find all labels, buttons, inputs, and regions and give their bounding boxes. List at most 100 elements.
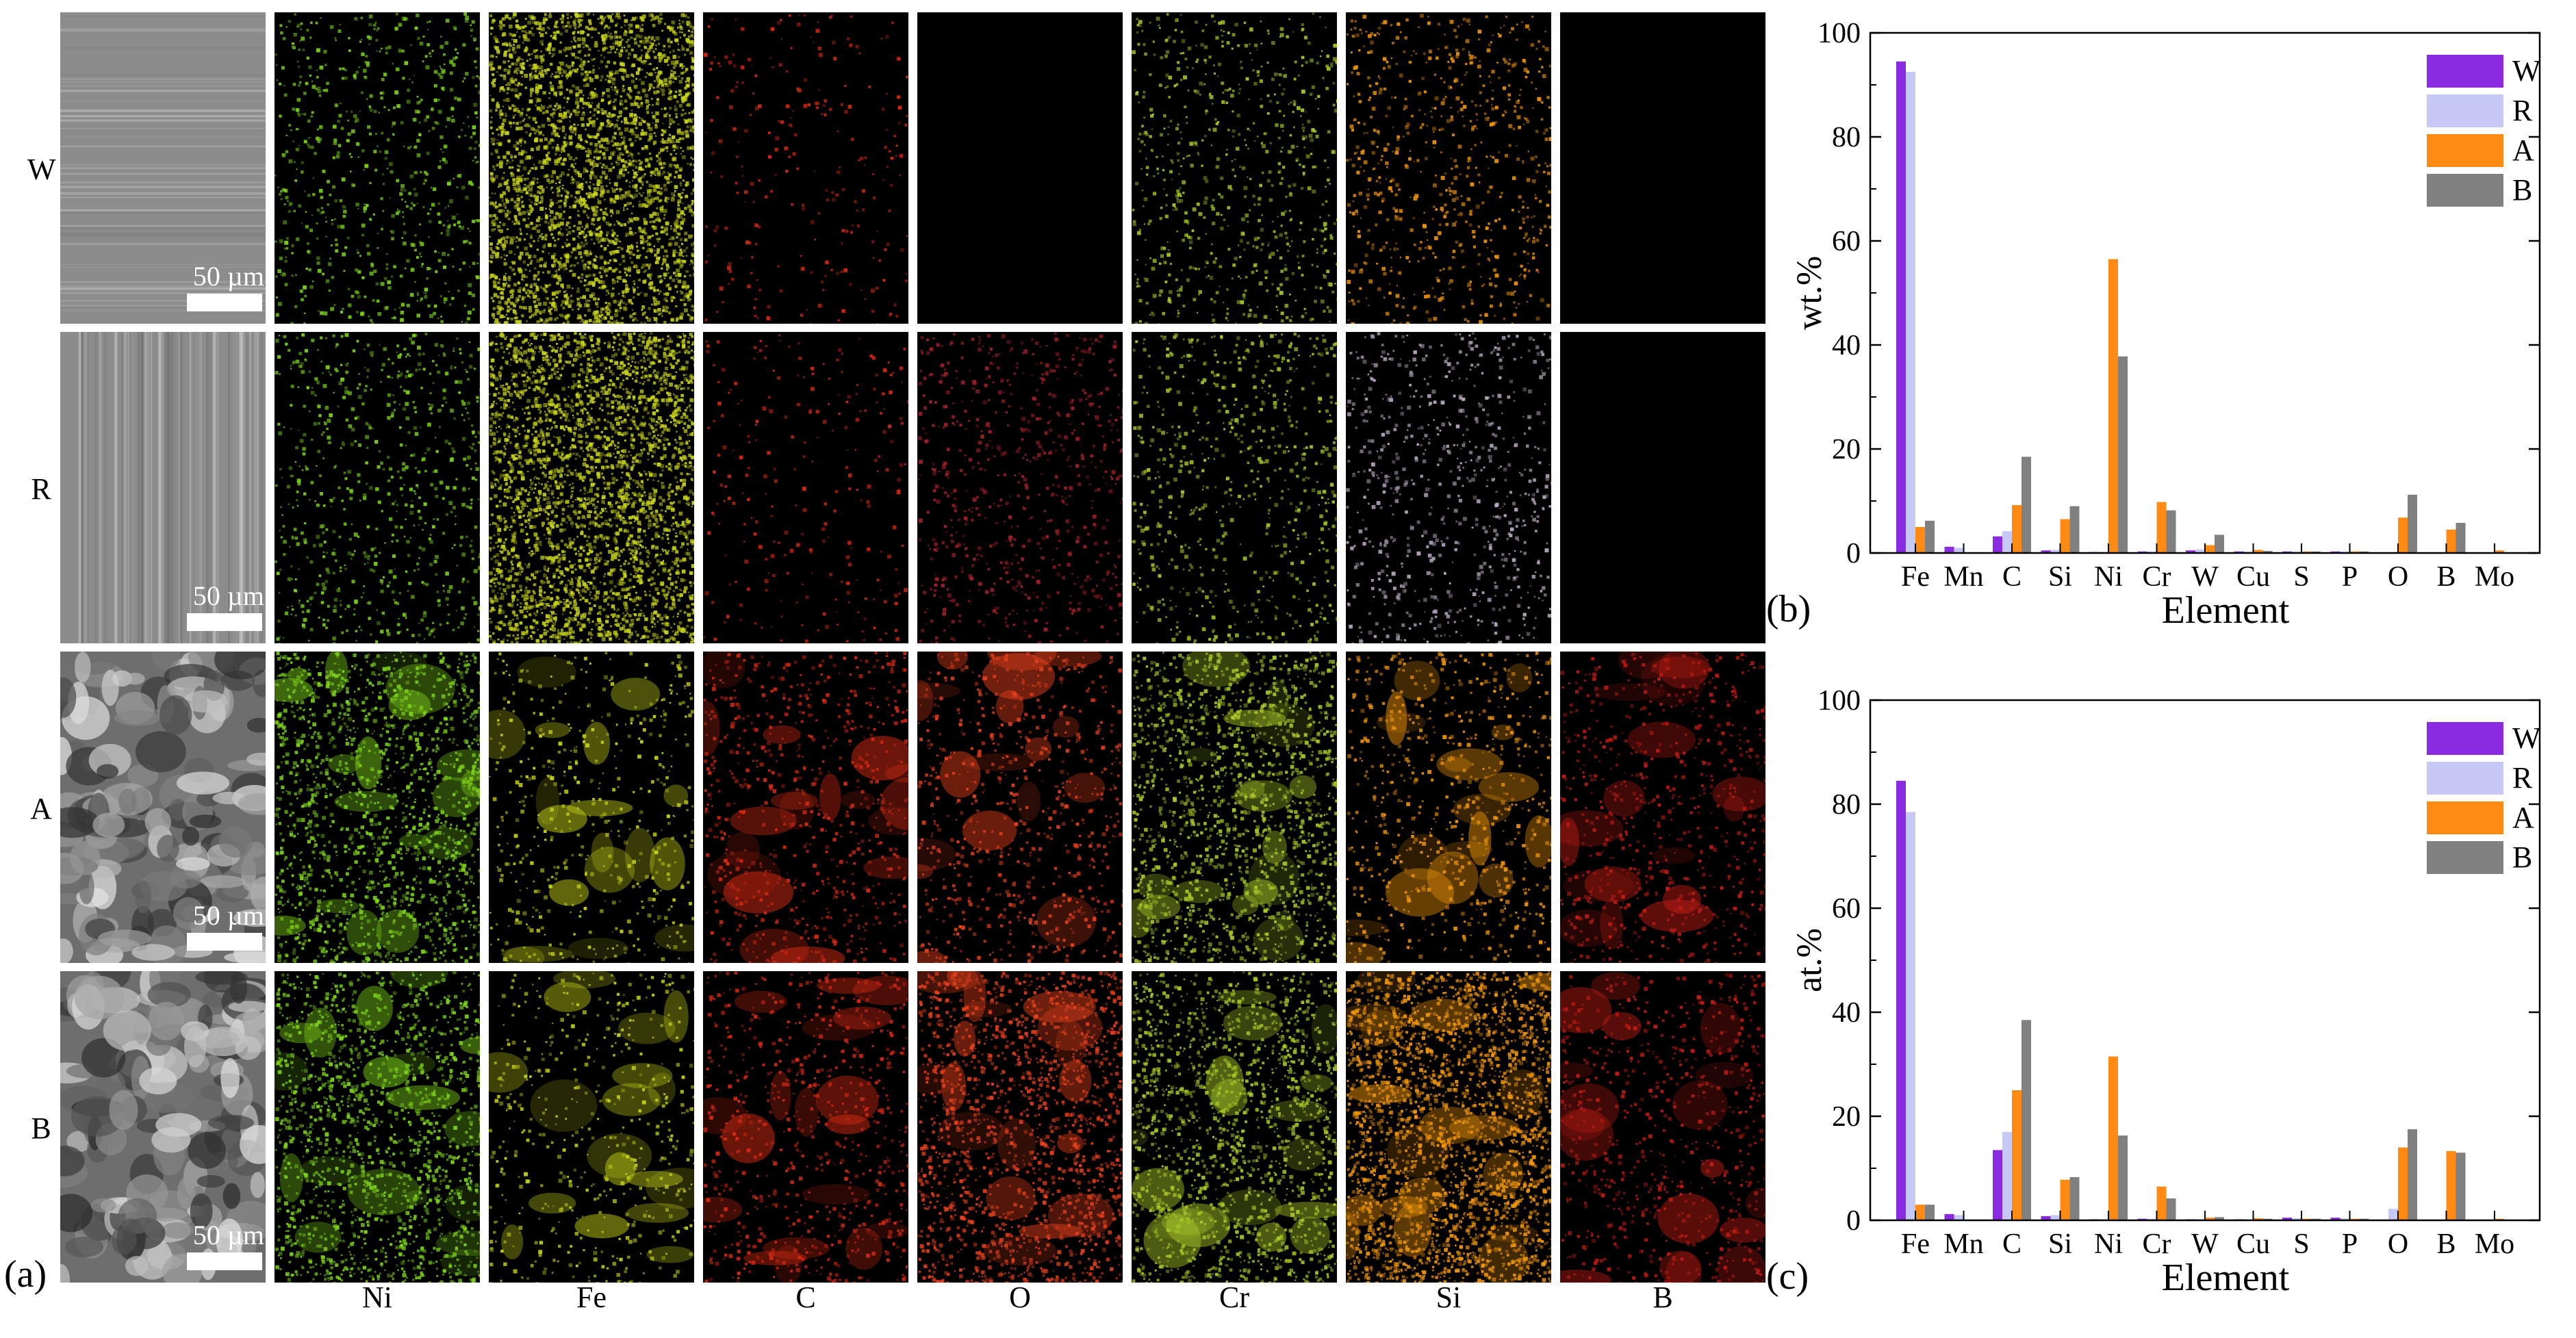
- x-tick-label-Ni: Ni: [2094, 1228, 2123, 1260]
- sem-image-A: 50 µm: [60, 652, 266, 963]
- eds-map-A-Ni: [275, 652, 480, 963]
- legend-swatch-R: [2427, 762, 2503, 795]
- bar-R-W: [2195, 549, 2205, 553]
- bar-B-Cr: [2166, 1198, 2176, 1220]
- x-axis-label: Element: [2162, 589, 2290, 632]
- bar-A-W: [2205, 545, 2215, 553]
- bar-A-Si: [2060, 1179, 2070, 1220]
- bar-A-B: [2446, 529, 2456, 553]
- column-label-Si: Si: [1346, 1280, 1551, 1315]
- eds-map-W-Cr: [1132, 12, 1337, 324]
- eds-map-R-B: [1560, 332, 1765, 643]
- x-tick-label-Cr: Cr: [2143, 561, 2171, 593]
- scale-bar-label: 50 µm: [193, 260, 264, 292]
- sem-image-B: 50 µm: [60, 971, 266, 1283]
- eds-map-R-Si: [1346, 332, 1551, 643]
- legend-swatch-W: [2427, 722, 2503, 755]
- x-tick-label-Cu: Cu: [2236, 561, 2270, 593]
- row-label-A: A: [27, 791, 55, 826]
- bar-R-P: [2340, 1218, 2350, 1220]
- scale-bar: [187, 933, 262, 951]
- bar-B-Ni: [2118, 356, 2128, 553]
- x-tick-label-Mn: Mn: [1943, 561, 1983, 593]
- column-label-Cr: Cr: [1132, 1280, 1337, 1315]
- bar-B-W: [2215, 1217, 2224, 1220]
- x-tick-label-B: B: [2436, 561, 2456, 593]
- bar-B-C: [2022, 1020, 2031, 1220]
- scale-bar-label: 50 µm: [193, 1219, 264, 1251]
- bar-R-Si: [2050, 550, 2061, 553]
- bar-B-B: [2456, 522, 2466, 553]
- bar-A-C: [2012, 505, 2022, 553]
- bar-W-C: [1993, 536, 2002, 553]
- bar-B-O: [2408, 494, 2417, 553]
- scale-bar: [187, 613, 262, 631]
- bar-A-Mo: [2495, 550, 2504, 553]
- bar-B-Fe: [1925, 520, 1935, 553]
- bar-R-S: [2292, 1218, 2301, 1220]
- bar-B-Fe: [1925, 1205, 1935, 1220]
- y-axis-label: at.%: [1790, 928, 1829, 992]
- legend-swatch-B: [2427, 174, 2503, 207]
- bar-A-O: [2398, 1147, 2408, 1220]
- legend-swatch-A: [2427, 801, 2503, 834]
- bar-W-S: [2282, 1218, 2292, 1220]
- eds-map-A-C: [703, 652, 908, 963]
- x-tick-label-Ni: Ni: [2094, 561, 2123, 593]
- bar-R-Fe: [1906, 812, 1915, 1220]
- legend-swatch-A: [2427, 134, 2503, 167]
- bar-R-C: [2002, 531, 2012, 553]
- x-tick-label-Cu: Cu: [2236, 1228, 2270, 1260]
- x-tick-label-W: W: [2191, 561, 2219, 593]
- eds-map-W-C: [703, 12, 908, 324]
- bar-W-P: [2330, 1218, 2341, 1220]
- y-axis-label: wt.%: [1790, 256, 1829, 330]
- eds-map-W-Ni: [275, 12, 480, 324]
- x-tick-label-Fe: Fe: [1901, 1228, 1930, 1260]
- column-label-B: B: [1560, 1280, 1765, 1315]
- y-tick-label-60: 60: [1832, 226, 1861, 257]
- column-label-O: O: [917, 1280, 1123, 1315]
- bar-R-Mn: [1954, 1215, 1964, 1220]
- x-tick-label-Si: Si: [2048, 1228, 2072, 1260]
- x-tick-label-S: S: [2293, 561, 2309, 593]
- sem-image-W: 50 µm: [60, 12, 266, 324]
- eds-map-W-O: [917, 12, 1123, 324]
- legend-swatch-B: [2427, 841, 2503, 874]
- bar-A-Cu: [2253, 1218, 2263, 1220]
- y-tick-label-80: 80: [1832, 789, 1861, 821]
- legend-label-A: A: [2512, 133, 2534, 167]
- legend-swatch-W: [2427, 55, 2503, 88]
- eds-map-R-Cr: [1132, 332, 1337, 643]
- scale-bar-label: 50 µm: [193, 580, 264, 612]
- x-tick-label-Fe: Fe: [1901, 561, 1930, 593]
- legend-label-W: W: [2512, 54, 2541, 88]
- legend-label-A: A: [2512, 801, 2534, 834]
- bar-B-Cu: [2262, 550, 2273, 553]
- y-tick-label-20: 20: [1832, 434, 1861, 465]
- bar-A-O: [2398, 517, 2408, 553]
- x-axis-label: Element: [2162, 1257, 2290, 1299]
- bar-B-Si: [2069, 506, 2080, 553]
- x-tick-label-Cr: Cr: [2143, 1228, 2171, 1260]
- x-tick-label-O: O: [2388, 561, 2408, 593]
- bar-R-Fe: [1906, 72, 1915, 553]
- panel-label-a: (a): [4, 1252, 47, 1296]
- bar-B-O: [2408, 1129, 2417, 1220]
- bar-B-B: [2456, 1153, 2466, 1220]
- eds-map-grid: 50 µm 50 µm 50 µm 50 µm W R A B Ni Fe C O Cr Si B (a…: [4, 12, 1765, 1315]
- bar-W-Si: [2041, 550, 2051, 553]
- legend-swatch-R: [2427, 94, 2503, 127]
- sem-image-R: 50 µm: [60, 332, 266, 643]
- panel-label: (b): [1766, 588, 1811, 630]
- y-tick-label-100: 100: [1818, 18, 1861, 49]
- bar-A-Cr: [2156, 502, 2167, 553]
- eds-map-B-Cr: [1132, 971, 1337, 1283]
- bar-W-Si: [2041, 1215, 2051, 1220]
- x-tick-label-O: O: [2388, 1228, 2408, 1260]
- bar-R-O: [2388, 1209, 2398, 1220]
- y-tick-label-100: 100: [1818, 685, 1861, 717]
- row-label-W: W: [27, 152, 56, 187]
- bar-B-Si: [2069, 1176, 2080, 1220]
